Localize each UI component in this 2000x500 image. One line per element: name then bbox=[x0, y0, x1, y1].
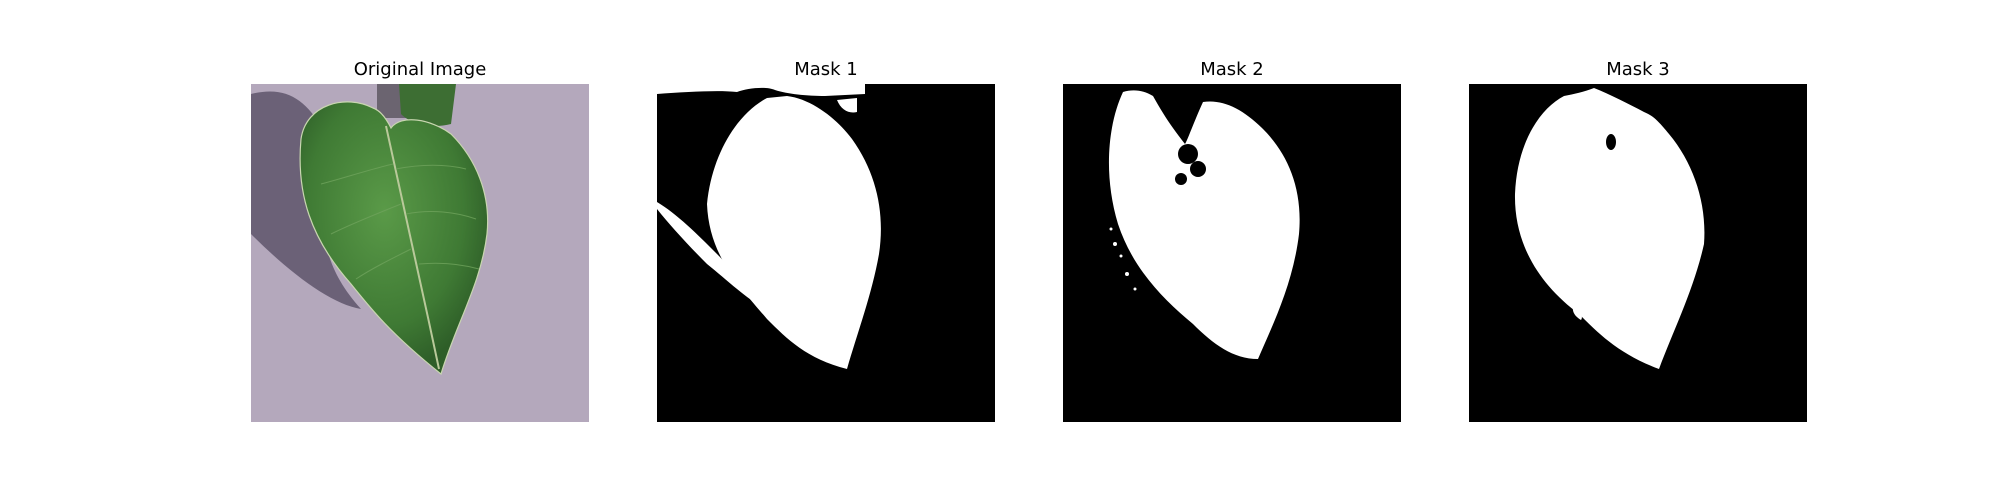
mask-3-leaf bbox=[1514, 88, 1705, 369]
mask-1-image bbox=[657, 84, 995, 422]
panel-mask-3: Mask 3 bbox=[1469, 0, 1807, 500]
mask-2-image bbox=[1063, 84, 1401, 422]
original-leaf-image bbox=[251, 84, 589, 422]
panel-mask-1: Mask 1 bbox=[657, 0, 995, 500]
leaf bbox=[299, 101, 489, 376]
upper-leaf bbox=[399, 84, 456, 126]
panel-mask-2: Mask 2 bbox=[1063, 0, 1401, 500]
mask-3-hole bbox=[1606, 134, 1616, 150]
panel-title-mask-1: Mask 1 bbox=[794, 59, 858, 80]
mask-3-image bbox=[1469, 84, 1807, 422]
mask-1-top-blob bbox=[837, 98, 857, 113]
mask-2-holes bbox=[1175, 144, 1206, 185]
mask-2-speckles bbox=[1109, 227, 1137, 291]
leaf-veins bbox=[320, 163, 480, 280]
panel-original-image: Original Image bbox=[251, 0, 589, 500]
mask-3-notch bbox=[1572, 304, 1582, 320]
mask-1-top-strip bbox=[657, 84, 865, 96]
panel-title-original: Original Image bbox=[353, 59, 487, 80]
panel-title-mask-3: Mask 3 bbox=[1606, 59, 1670, 80]
panel-title-mask-2: Mask 2 bbox=[1200, 59, 1264, 80]
mask-1-leaf bbox=[707, 96, 881, 369]
leaf-midrib bbox=[385, 125, 440, 370]
mask-1-shadow-sliver bbox=[657, 202, 772, 309]
mask-2-leaf bbox=[1108, 90, 1300, 359]
